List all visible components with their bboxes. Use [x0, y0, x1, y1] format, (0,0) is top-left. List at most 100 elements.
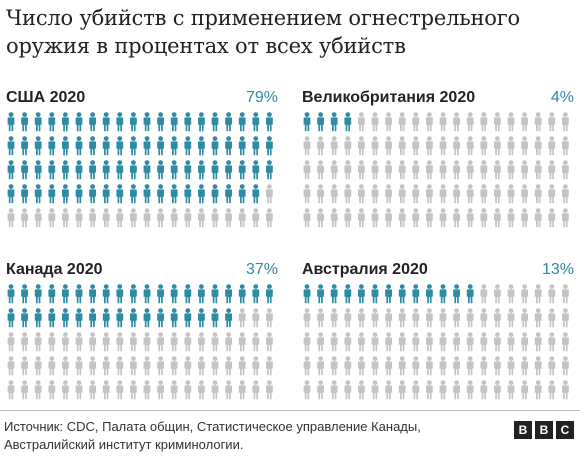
pictogram-grid — [302, 284, 574, 404]
person-icon — [198, 208, 205, 228]
person-icon — [170, 356, 178, 376]
person-icon — [548, 184, 556, 204]
person-icon — [34, 160, 42, 180]
person-icon — [238, 160, 246, 180]
person-icon — [48, 284, 56, 304]
person-icon — [252, 380, 260, 400]
person-icon — [89, 112, 96, 132]
person-icon — [439, 184, 447, 204]
person-icon — [116, 332, 124, 352]
person-icon — [330, 208, 338, 228]
pictogram-svg — [303, 284, 569, 400]
person-icon — [453, 136, 460, 156]
person-icon — [130, 284, 137, 304]
person-icon — [225, 332, 232, 352]
person-icon — [426, 356, 433, 376]
person-icon — [170, 160, 178, 180]
person-icon — [225, 356, 232, 376]
person-icon — [62, 380, 69, 400]
person-icon — [480, 284, 488, 304]
person-icon — [358, 112, 365, 132]
person-icon — [480, 160, 488, 180]
person-icon — [170, 208, 178, 228]
person-icon — [238, 308, 246, 328]
person-icon — [62, 208, 69, 228]
person-icon — [494, 208, 501, 228]
person-icon — [34, 356, 42, 376]
person-icon — [480, 380, 488, 400]
person-icon — [130, 356, 137, 376]
person-icon — [143, 160, 151, 180]
person-icon — [48, 380, 56, 400]
person-icon — [439, 356, 447, 376]
chart-title-line-1: Число убийств с применением огнестрельно… — [6, 6, 520, 30]
person-icon — [21, 356, 28, 376]
person-icon — [157, 332, 164, 352]
person-icon — [225, 112, 232, 132]
person-icon — [238, 356, 246, 376]
person-icon — [157, 380, 164, 400]
person-icon — [534, 356, 542, 376]
person-icon — [157, 136, 164, 156]
person-icon — [303, 136, 311, 156]
person-icon — [75, 356, 83, 376]
person-icon — [48, 184, 56, 204]
person-icon — [48, 112, 56, 132]
person-icon — [317, 160, 324, 180]
person-icon — [303, 356, 311, 376]
person-icon — [252, 184, 260, 204]
person-icon — [184, 380, 192, 400]
person-icon — [521, 284, 528, 304]
person-icon — [266, 332, 273, 352]
person-icon — [7, 112, 15, 132]
person-icon — [344, 284, 352, 304]
person-icon — [453, 208, 460, 228]
person-icon — [7, 136, 15, 156]
person-icon — [130, 208, 137, 228]
person-icon — [48, 332, 56, 352]
person-icon — [412, 184, 420, 204]
person-icon — [21, 136, 28, 156]
person-icon — [7, 356, 15, 376]
person-icon — [344, 160, 352, 180]
person-icon — [62, 308, 69, 328]
person-icon — [412, 208, 420, 228]
person-icon — [453, 284, 460, 304]
person-icon — [143, 208, 151, 228]
person-icon — [198, 160, 205, 180]
person-icon — [317, 136, 324, 156]
person-icon — [371, 356, 379, 376]
person-icon — [344, 356, 352, 376]
person-icon — [562, 308, 569, 328]
person-icon — [62, 160, 69, 180]
person-icon — [75, 160, 83, 180]
person-icon — [385, 208, 392, 228]
person-icon — [385, 160, 392, 180]
person-icon — [466, 184, 474, 204]
person-icon — [184, 112, 192, 132]
person-icon — [548, 332, 556, 352]
person-icon — [398, 356, 406, 376]
person-icon — [562, 136, 569, 156]
person-icon — [48, 208, 56, 228]
chart-title-line-2: оружия в процентах от всех убийств — [6, 34, 406, 58]
person-icon — [34, 284, 42, 304]
person-icon — [225, 184, 232, 204]
person-icon — [211, 308, 219, 328]
person-icon — [238, 380, 246, 400]
person-icon — [130, 136, 137, 156]
person-icon — [75, 184, 83, 204]
person-icon — [358, 356, 365, 376]
person-icon — [344, 308, 352, 328]
person-icon — [157, 160, 164, 180]
person-icon — [562, 284, 569, 304]
person-icon — [317, 184, 324, 204]
person-icon — [48, 160, 56, 180]
person-icon — [266, 208, 273, 228]
person-icon — [89, 332, 96, 352]
person-icon — [548, 356, 556, 376]
person-icon — [7, 284, 15, 304]
person-icon — [89, 356, 96, 376]
chart-title: Число убийств с применением огнестрельно… — [6, 4, 576, 60]
person-icon — [102, 284, 110, 304]
